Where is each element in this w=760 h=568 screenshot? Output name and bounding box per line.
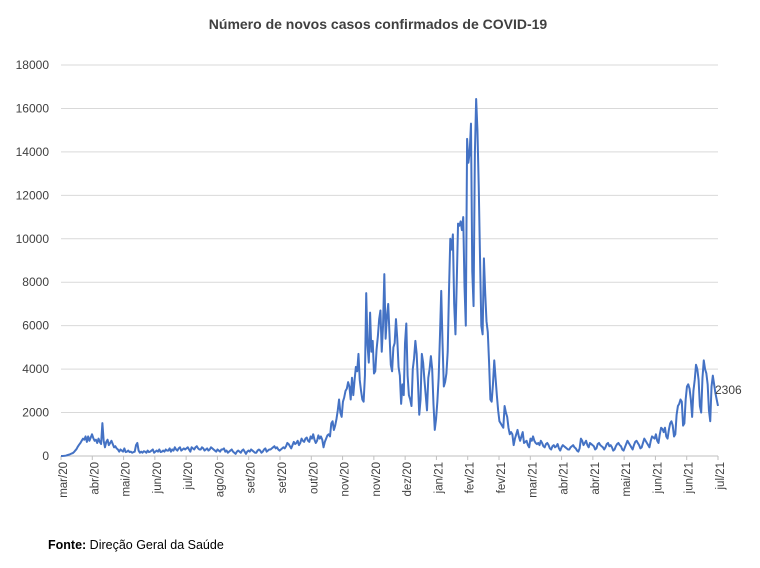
- x-tick-label: jul/20: [183, 462, 195, 491]
- source-note: Fonte: Direção Geral da Saúde: [48, 538, 224, 552]
- source-text: Direção Geral da Saúde: [86, 538, 224, 552]
- y-tick-label: 16000: [16, 101, 50, 115]
- x-tick-label: set/20: [246, 462, 258, 493]
- x-tick-label: nov/20: [371, 462, 383, 497]
- last-value-label: 2306: [715, 383, 742, 397]
- gridlines: [61, 64, 718, 457]
- x-tick-label: out/20: [308, 462, 320, 494]
- x-tick-label: abr/20: [89, 462, 101, 495]
- y-tick-label: 6000: [22, 319, 49, 333]
- x-tick-label: jun/21: [684, 462, 696, 494]
- y-tick-label: 14000: [16, 145, 50, 159]
- chart-title: Número de novos casos confirmados de COV…: [209, 16, 548, 32]
- y-axis-tick-labels: 0 2000 4000 6000 8000 10000 12000 14000 16000 180…: [16, 58, 50, 463]
- x-tick-label: mar/21: [527, 462, 539, 498]
- x-tick-label: fev/21: [465, 462, 477, 493]
- x-tick-label: jul/21: [715, 462, 727, 491]
- x-tick-label: mai/20: [121, 462, 133, 497]
- y-tick-label: 10000: [16, 232, 50, 246]
- x-tick-label: set/20: [277, 462, 289, 493]
- y-tick-label: 0: [42, 449, 49, 463]
- x-axis-tick-labels: mar/20 abr/20 mai/20 jun/20 jul/20 ago/20 set/…: [58, 456, 727, 498]
- y-tick-label: 12000: [16, 188, 50, 202]
- x-tick-label: abr/21: [559, 462, 571, 495]
- x-tick-label: jun/21: [652, 462, 664, 494]
- x-tick-label: dez/20: [402, 462, 414, 497]
- x-tick-label: jun/20: [152, 462, 164, 494]
- x-tick-label: fev/21: [496, 462, 508, 493]
- series-line-new-cases: [60, 98, 719, 457]
- x-tick-label: mai/21: [621, 462, 633, 497]
- x-tick-label: jan/21: [433, 462, 445, 494]
- y-tick-label: 2000: [22, 406, 49, 420]
- y-tick-label: 4000: [22, 362, 49, 376]
- x-tick-label: nov/20: [340, 462, 352, 497]
- x-tick-label: mar/20: [58, 462, 70, 498]
- y-tick-label: 8000: [22, 275, 49, 289]
- source-label: Fonte:: [48, 538, 87, 552]
- y-tick-label: 18000: [16, 58, 50, 72]
- x-tick-label: ago/20: [214, 462, 226, 497]
- x-tick-label: abr/21: [590, 462, 602, 495]
